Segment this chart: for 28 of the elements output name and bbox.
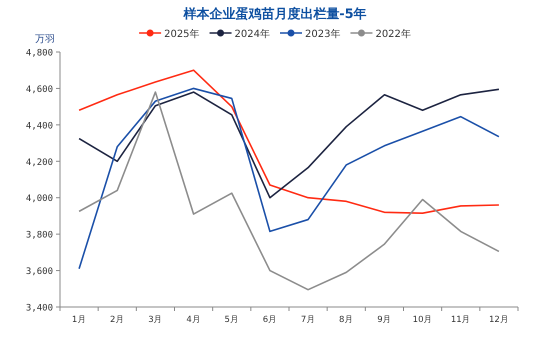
- x-tick-label: 4月: [186, 315, 201, 325]
- x-tick-label: 2月: [110, 315, 124, 325]
- legend-label: 2025年: [164, 28, 200, 40]
- legend-label: 2023年: [305, 28, 340, 40]
- line-series: [78, 69, 500, 214]
- y-tick-label: 4,200: [26, 158, 53, 168]
- x-tick-label: 8月: [339, 315, 354, 325]
- y-axis-title: 万羽: [35, 34, 55, 45]
- y-tick-label: 4,000: [26, 194, 53, 204]
- x-tick-label: 1月: [72, 315, 86, 325]
- x-tick-label: 6月: [262, 315, 278, 325]
- y-tick-label: 3,800: [26, 230, 53, 241]
- y-tick-label: 4,400: [26, 121, 53, 132]
- legend-label: 2022年: [375, 28, 411, 40]
- y-tick-label: 4,800: [26, 48, 53, 58]
- y-tick-label: 4,600: [26, 84, 53, 95]
- x-tick-label: 10月: [412, 315, 432, 325]
- x-tick-label: 5月: [224, 315, 239, 325]
- x-tick-label: 11月: [450, 315, 471, 325]
- legend-label: 2024年: [234, 28, 270, 40]
- y-tick-label: 3,600: [26, 267, 53, 278]
- x-tick-label: 9月: [377, 315, 392, 325]
- y-tick-label: 3,400: [26, 304, 53, 314]
- chart-title: 样本企业蛋鸡苗月度出栏量-5年: [182, 6, 367, 22]
- x-tick-label: 12月: [489, 315, 509, 325]
- line-series: [78, 88, 500, 199]
- x-tick-label: 7月: [300, 315, 316, 325]
- x-tick-label: 3月: [148, 315, 163, 325]
